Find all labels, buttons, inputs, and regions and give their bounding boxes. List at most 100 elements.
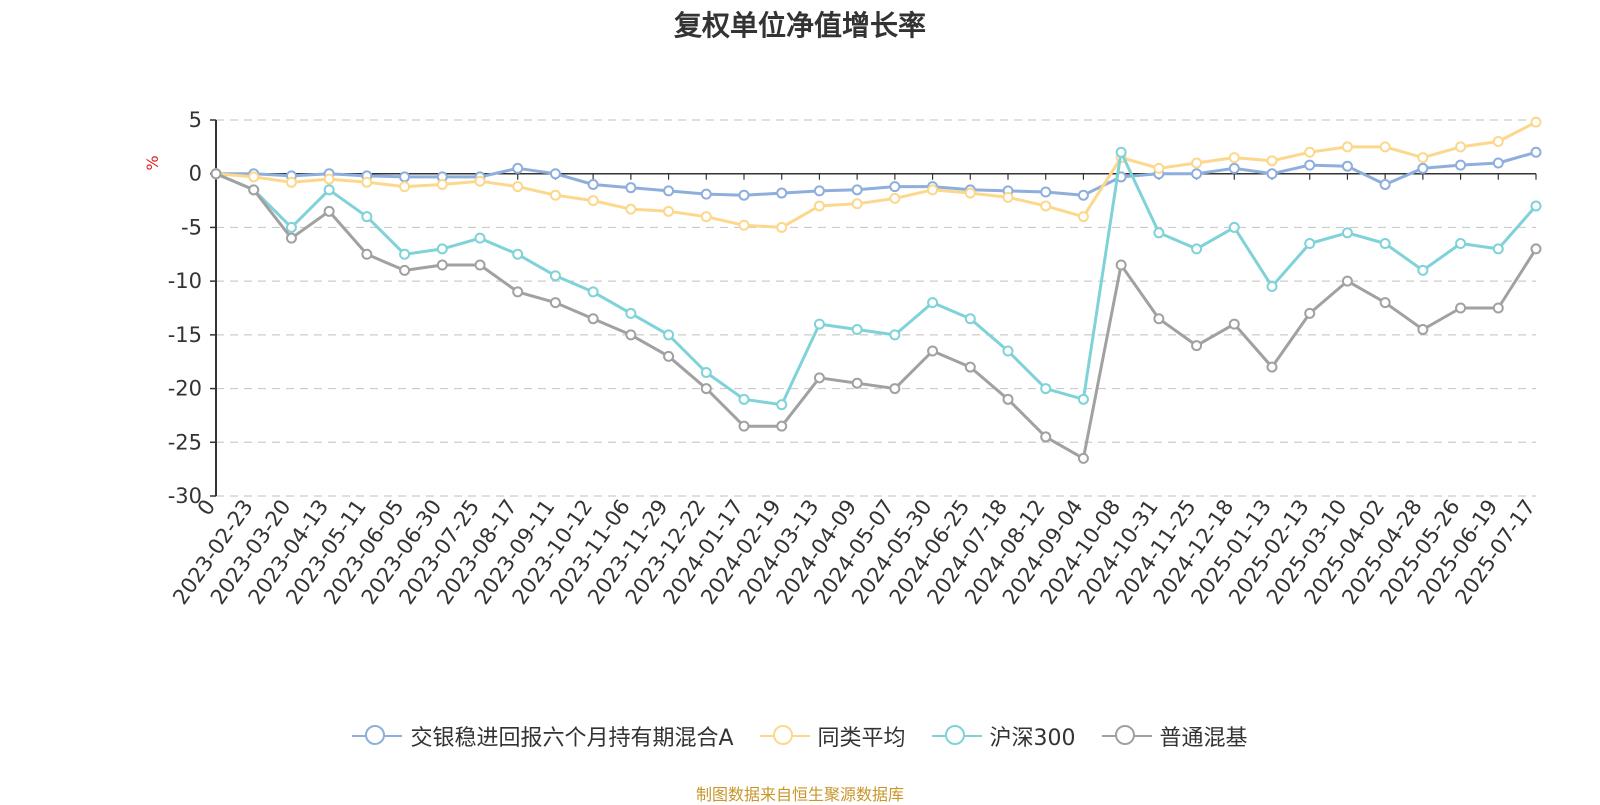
data-point[interactable] [1530,146,1542,158]
data-point[interactable] [1040,383,1052,395]
data-point[interactable] [1379,141,1391,153]
data-point[interactable] [1417,323,1429,335]
data-point[interactable] [625,329,637,341]
data-point[interactable] [1153,227,1165,239]
data-point[interactable] [549,297,561,309]
data-point[interactable] [851,323,863,335]
data-point[interactable] [663,185,675,197]
data-point[interactable] [399,248,411,260]
data-point[interactable] [964,187,976,199]
data-point[interactable] [361,176,373,188]
data-point[interactable] [1040,186,1052,198]
data-point[interactable] [1191,340,1203,352]
data-point[interactable] [1266,168,1278,180]
data-point[interactable] [700,188,712,200]
data-point[interactable] [927,297,939,309]
data-point[interactable] [1379,238,1391,250]
data-point[interactable] [738,219,750,231]
data-point[interactable] [1492,243,1504,255]
data-point[interactable] [700,383,712,395]
data-point[interactable] [399,264,411,276]
data-point[interactable] [248,184,260,196]
data-point[interactable] [851,377,863,389]
data-point[interactable] [1492,135,1504,147]
data-point[interactable] [964,313,976,325]
data-point[interactable] [700,366,712,378]
data-point[interactable] [1040,431,1052,443]
data-point[interactable] [1153,313,1165,325]
legend-item[interactable]: 同类平均 [759,720,906,752]
data-point[interactable] [399,181,411,193]
data-point[interactable] [1455,159,1467,171]
data-point[interactable] [1228,152,1240,164]
data-point[interactable] [776,420,788,432]
data-point[interactable] [813,318,825,330]
data-point[interactable] [1341,141,1353,153]
data-point[interactable] [1228,221,1240,233]
legend-item[interactable]: 沪深300 [931,720,1076,752]
legend-item[interactable]: 普通混基 [1101,720,1248,752]
data-point[interactable] [587,313,599,325]
data-point[interactable] [1530,200,1542,212]
data-point[interactable] [1455,141,1467,153]
data-point[interactable] [851,198,863,210]
data-point[interactable] [1455,238,1467,250]
data-point[interactable] [1266,361,1278,373]
data-point[interactable] [738,189,750,201]
data-point[interactable] [1115,259,1127,271]
data-point[interactable] [1077,452,1089,464]
data-point[interactable] [1492,302,1504,314]
data-point[interactable] [436,243,448,255]
data-point[interactable] [1040,200,1052,212]
data-point[interactable] [663,329,675,341]
data-point[interactable] [1153,162,1165,174]
data-point[interactable] [323,184,335,196]
data-point[interactable] [813,372,825,384]
data-point[interactable] [1417,264,1429,276]
data-point[interactable] [436,178,448,190]
data-point[interactable] [776,187,788,199]
data-point[interactable] [210,168,222,180]
data-point[interactable] [474,259,486,271]
data-point[interactable] [1530,243,1542,255]
data-point[interactable] [587,286,599,298]
data-point[interactable] [587,195,599,207]
data-point[interactable] [474,232,486,244]
data-point[interactable] [1115,146,1127,158]
data-point[interactable] [549,270,561,282]
data-point[interactable] [776,221,788,233]
data-point[interactable] [1002,191,1014,203]
data-point[interactable] [813,185,825,197]
data-point[interactable] [1304,238,1316,250]
data-point[interactable] [927,345,939,357]
data-point[interactable] [1492,157,1504,169]
data-point[interactable] [1341,275,1353,287]
data-point[interactable] [1266,281,1278,293]
data-point[interactable] [625,307,637,319]
data-point[interactable] [1304,146,1316,158]
data-point[interactable] [738,393,750,405]
data-point[interactable] [776,399,788,411]
data-point[interactable] [1266,155,1278,167]
data-point[interactable] [512,162,524,174]
data-point[interactable] [663,350,675,362]
data-point[interactable] [1077,211,1089,223]
legend-item[interactable]: 交银稳进回报六个月持有期混合A [352,720,734,752]
data-point[interactable] [587,178,599,190]
data-point[interactable] [1228,318,1240,330]
data-point[interactable] [285,221,297,233]
data-point[interactable] [813,200,825,212]
data-point[interactable] [1341,227,1353,239]
data-point[interactable] [889,383,901,395]
data-point[interactable] [1304,307,1316,319]
data-point[interactable] [549,168,561,180]
data-point[interactable] [1417,162,1429,174]
data-point[interactable] [1304,159,1316,171]
data-point[interactable] [1379,297,1391,309]
data-point[interactable] [964,361,976,373]
data-point[interactable] [1002,345,1014,357]
data-point[interactable] [1191,168,1203,180]
data-point[interactable] [512,181,524,193]
data-point[interactable] [436,259,448,271]
data-point[interactable] [474,175,486,187]
